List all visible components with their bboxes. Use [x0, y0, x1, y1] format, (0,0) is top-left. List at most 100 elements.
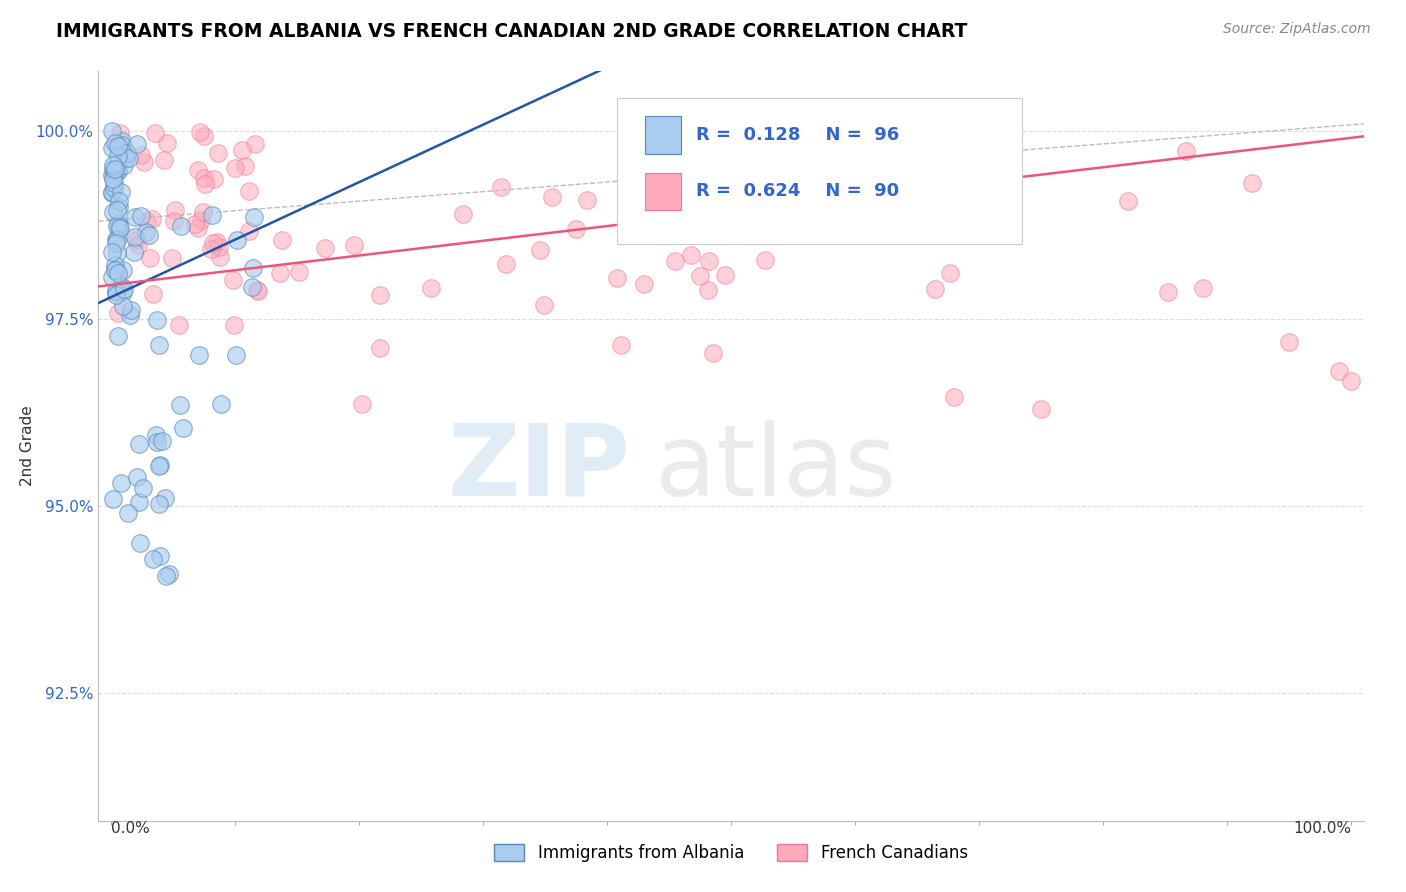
Point	[115, 151, 138, 165]
Point	[108, 219, 131, 234]
Point	[246, 283, 269, 297]
Point	[107, 266, 129, 280]
Point	[190, 212, 212, 227]
Point	[146, 313, 169, 327]
Point	[187, 221, 209, 235]
Point	[103, 492, 125, 507]
Point	[139, 251, 162, 265]
Point	[172, 421, 194, 435]
Point	[128, 495, 150, 509]
Point	[697, 254, 720, 268]
Point	[111, 300, 134, 314]
Point	[231, 144, 253, 158]
Point	[103, 158, 125, 172]
Point	[208, 250, 231, 264]
Point	[1327, 363, 1350, 377]
Point	[127, 238, 149, 252]
Point	[269, 266, 291, 280]
Point	[342, 238, 364, 252]
Point	[105, 233, 128, 247]
Point	[167, 318, 190, 332]
Point	[138, 228, 160, 243]
Point	[576, 194, 599, 208]
Point	[124, 230, 146, 244]
Point	[702, 345, 724, 359]
Point	[224, 318, 246, 332]
Point	[368, 341, 391, 355]
Point	[314, 241, 336, 255]
Point	[193, 129, 215, 144]
Point	[101, 186, 124, 201]
Point	[117, 507, 139, 521]
Text: atlas: atlas	[655, 420, 897, 517]
Point	[114, 146, 136, 161]
Point	[201, 208, 224, 222]
Point	[157, 567, 180, 582]
Point	[149, 549, 172, 564]
Point	[235, 160, 257, 174]
Point	[101, 141, 124, 155]
Point	[124, 244, 146, 259]
Point	[141, 211, 163, 226]
Point	[869, 219, 891, 233]
Point	[148, 338, 170, 352]
Point	[136, 214, 159, 228]
Point	[224, 161, 246, 175]
Point	[120, 308, 142, 322]
Text: R =  0.128    N =  96: R = 0.128 N = 96	[696, 126, 898, 144]
Point	[222, 273, 245, 287]
Point	[993, 198, 1015, 212]
Point	[132, 155, 155, 169]
Point	[209, 397, 232, 411]
Point	[495, 257, 517, 271]
Y-axis label: 2nd Grade: 2nd Grade	[20, 406, 35, 486]
Point	[105, 288, 128, 302]
Text: IMMIGRANTS FROM ALBANIA VS FRENCH CANADIAN 2ND GRADE CORRELATION CHART: IMMIGRANTS FROM ALBANIA VS FRENCH CANADI…	[56, 22, 967, 41]
Point	[107, 163, 129, 178]
Point	[105, 284, 128, 298]
Point	[107, 194, 129, 208]
Point	[924, 282, 946, 296]
Point	[238, 224, 260, 238]
Point	[187, 163, 209, 178]
Point	[754, 252, 776, 267]
Point	[101, 124, 124, 138]
Point	[207, 145, 229, 160]
Point	[125, 470, 148, 484]
Point	[882, 133, 904, 147]
Point	[103, 171, 125, 186]
Point	[101, 244, 124, 259]
Point	[541, 189, 564, 203]
Point	[124, 210, 146, 224]
Point	[129, 536, 152, 550]
Point	[152, 153, 174, 168]
Point	[148, 459, 170, 474]
Point	[420, 281, 443, 295]
Point	[610, 338, 633, 352]
Point	[623, 219, 645, 234]
Point	[191, 204, 214, 219]
Point	[110, 185, 132, 199]
Point	[127, 137, 149, 152]
Point	[111, 138, 134, 153]
Point	[188, 347, 211, 361]
Point	[533, 297, 555, 311]
Point	[105, 285, 128, 300]
Point	[240, 280, 263, 294]
Point	[108, 221, 131, 235]
Point	[107, 200, 129, 214]
Point	[101, 186, 124, 200]
Point	[103, 165, 125, 179]
Point	[135, 225, 157, 239]
Point	[489, 180, 512, 194]
Point	[689, 268, 711, 283]
Point	[129, 209, 152, 223]
Point	[226, 234, 249, 248]
Point	[288, 265, 311, 279]
Point	[112, 263, 135, 277]
Bar	[645, 172, 681, 210]
Point	[146, 435, 169, 450]
Point	[714, 268, 737, 283]
Point	[697, 283, 720, 297]
Point	[163, 214, 186, 228]
